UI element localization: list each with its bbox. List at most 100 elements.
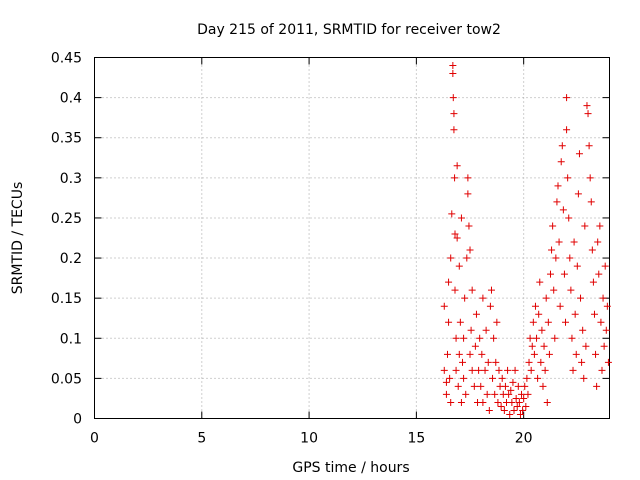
data-point <box>530 350 538 358</box>
data-point <box>546 270 554 278</box>
y-tick-label: 0.45 <box>51 51 82 67</box>
data-point <box>459 358 467 366</box>
data-point <box>543 398 551 406</box>
data-point <box>466 350 474 358</box>
data-point <box>512 394 520 402</box>
data-point <box>505 390 513 398</box>
data-point <box>513 402 521 410</box>
y-axis-label: SRMTID / TECUs <box>10 182 26 295</box>
data-point <box>525 358 533 366</box>
data-point <box>578 358 586 366</box>
data-point <box>451 174 459 182</box>
data-point <box>440 366 448 374</box>
data-point <box>550 286 558 294</box>
data-point <box>558 142 566 150</box>
x-tick-label: 10 <box>300 431 318 447</box>
data-point <box>510 406 518 414</box>
data-point <box>537 358 545 366</box>
data-point <box>560 270 568 278</box>
data-point <box>500 406 508 414</box>
data-point <box>523 374 531 382</box>
data-point <box>522 402 530 410</box>
data-point <box>520 394 528 402</box>
data-point <box>518 390 526 398</box>
data-point <box>498 374 506 382</box>
x-tick-label: 15 <box>407 431 425 447</box>
data-point <box>481 366 489 374</box>
data-point <box>593 382 601 390</box>
data-point <box>590 310 598 318</box>
data-point <box>447 398 455 406</box>
data-point <box>461 294 469 302</box>
data-point <box>567 286 575 294</box>
x-tick-label: 0 <box>90 431 99 447</box>
data-point <box>440 302 448 310</box>
data-point <box>446 374 454 382</box>
data-point <box>563 126 571 134</box>
data-point <box>445 278 453 286</box>
data-point <box>529 318 537 326</box>
chart-title: Day 215 of 2011, SRMTID for receiver tow… <box>197 22 501 38</box>
data-point <box>563 94 571 102</box>
data-point <box>464 190 472 198</box>
data-point <box>583 102 591 110</box>
data-point <box>482 326 490 334</box>
data-point <box>470 382 478 390</box>
y-tick-label: 0.4 <box>60 91 82 107</box>
data-point <box>574 190 582 198</box>
data-point <box>536 278 544 286</box>
data-point <box>456 318 464 326</box>
data-point <box>528 342 536 350</box>
data-point <box>592 350 600 358</box>
data-point <box>450 126 458 134</box>
data-point <box>521 382 529 390</box>
data-point <box>484 358 492 366</box>
data-point <box>506 410 514 418</box>
data-point <box>579 326 587 334</box>
data-point <box>491 390 499 398</box>
data-point <box>515 398 523 406</box>
y-tick-label: 0.05 <box>51 371 82 387</box>
data-point <box>600 342 608 350</box>
data-point <box>575 150 583 158</box>
data-point <box>451 230 459 238</box>
data-point <box>467 326 475 334</box>
data-point <box>468 366 476 374</box>
data-point <box>494 398 502 406</box>
y-tick-label: 0.3 <box>60 171 82 187</box>
grid-lines <box>94 57 610 419</box>
data-point <box>548 246 556 254</box>
data-point <box>454 382 462 390</box>
data-point <box>524 390 532 398</box>
data-point <box>545 350 553 358</box>
data-point <box>551 334 559 342</box>
data-point <box>455 262 463 270</box>
data-point <box>504 366 512 374</box>
data-point <box>585 142 593 150</box>
data-point <box>443 350 451 358</box>
data-point <box>486 302 494 310</box>
y-tick-label: 0 <box>73 412 82 428</box>
data-point <box>580 374 588 382</box>
data-point <box>601 262 609 270</box>
data-point <box>460 374 468 382</box>
x-axis: 0 5 10 15 20 <box>90 57 533 447</box>
data-point <box>566 254 574 262</box>
data-point <box>457 214 465 222</box>
data-point <box>594 238 602 246</box>
y-tick-label: 0.35 <box>51 131 82 147</box>
data-point <box>463 254 471 262</box>
data-point <box>570 238 578 246</box>
data-point <box>442 378 450 386</box>
data-point <box>479 398 487 406</box>
data-point <box>582 342 590 350</box>
data-point <box>542 294 550 302</box>
data-point <box>453 162 461 170</box>
data-point <box>475 366 483 374</box>
data-point <box>476 334 484 342</box>
data-point <box>451 286 459 294</box>
data-point <box>584 110 592 118</box>
data-point <box>540 342 548 350</box>
data-point <box>442 390 450 398</box>
data-point <box>448 210 456 218</box>
